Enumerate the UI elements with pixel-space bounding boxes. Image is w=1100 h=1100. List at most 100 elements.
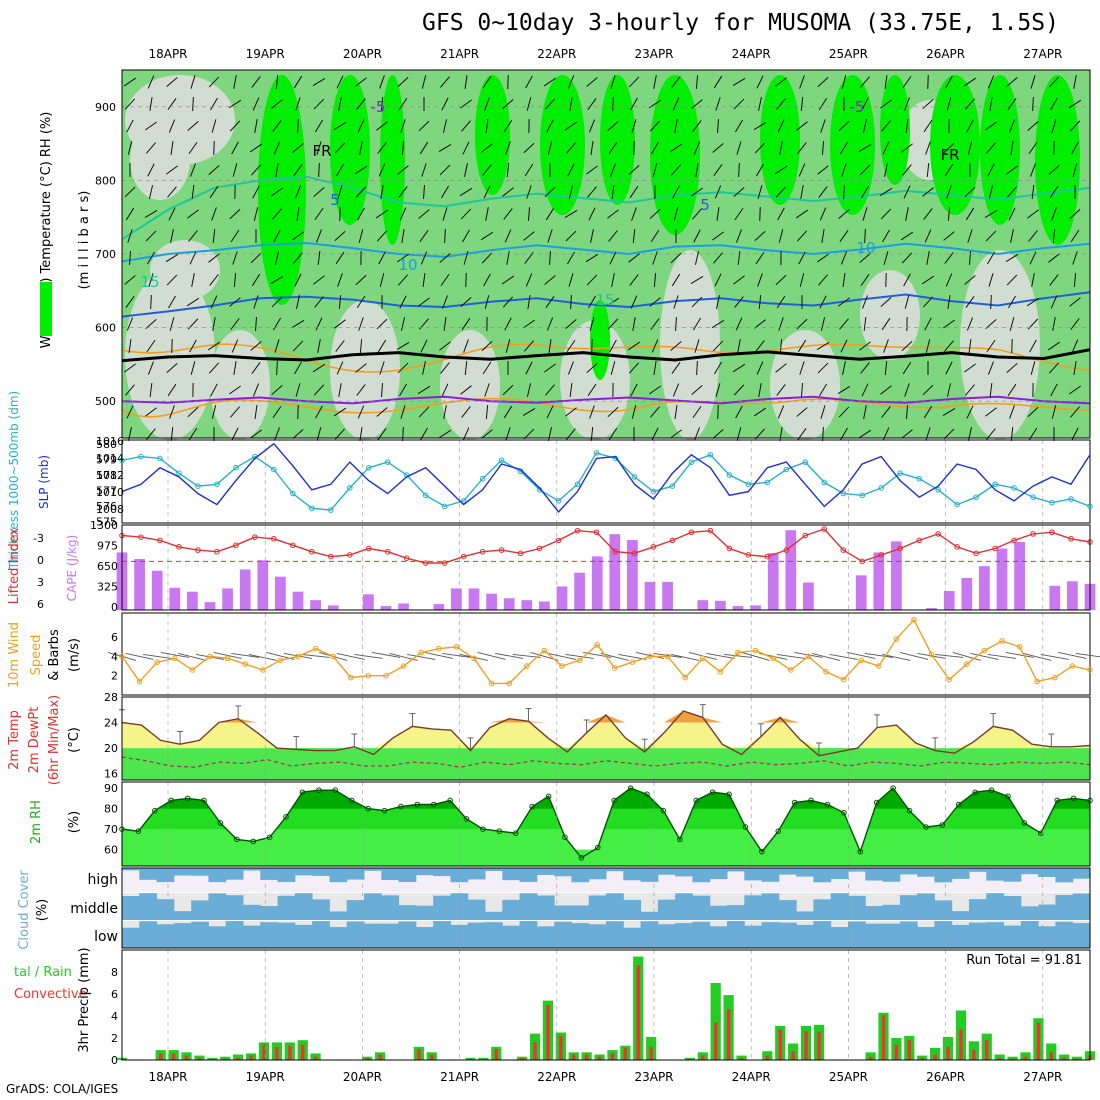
cloud-cover-bar: [122, 895, 140, 920]
lifted-index-line-point: [1068, 535, 1074, 542]
wind-barb: [568, 185, 574, 199]
wind-barb: [1028, 141, 1038, 155]
precip-conv-bar: [868, 1056, 873, 1060]
wind-barb: [838, 406, 850, 418]
cloud-cover-bar: [606, 921, 624, 948]
wind-barb: [737, 339, 741, 353]
temp-ylabel-4: (°C): [67, 727, 82, 753]
wind-barb: [672, 185, 680, 199]
surface-wind-barb: [952, 651, 981, 661]
wind-barb: [485, 404, 489, 420]
wind-barb: [313, 275, 325, 285]
temp-hot-fill: [122, 711, 1090, 723]
wind-barb: [442, 207, 448, 221]
wind-barb: [653, 75, 657, 89]
cloud-cover-bar: [415, 927, 434, 948]
wind-barb: [1027, 121, 1039, 131]
cape-tick: 1300: [90, 519, 118, 532]
wind-barb: [922, 384, 934, 396]
wind-barb: [463, 251, 469, 265]
wind-barb: [337, 273, 343, 287]
wind-barb: [418, 120, 430, 132]
wind-barb: [925, 339, 931, 353]
wind-barb: [502, 384, 514, 396]
precip-conv-bar: [726, 1009, 731, 1060]
cape-bar: [486, 593, 497, 610]
wind-barb: [271, 99, 283, 109]
wind-barb: [965, 296, 975, 308]
wind-barb: [421, 75, 427, 89]
cape-bar: [380, 606, 392, 610]
wind-barb: [124, 363, 136, 373]
thickness-line-point: [346, 485, 353, 491]
wind-barb: [649, 297, 661, 307]
wind-barb: [232, 251, 238, 265]
lifted-index-line-point: [612, 548, 619, 555]
wind-barb: [211, 207, 217, 221]
wind-barb: [421, 163, 427, 177]
wind-barb: [169, 317, 175, 331]
wind-barb: [523, 428, 535, 440]
precip-conv-bar: [933, 1054, 937, 1060]
rh2m-line-point: [332, 787, 339, 793]
wind-tick: 6: [111, 631, 118, 644]
wind-barb: [778, 317, 784, 331]
precip-conv-bar: [417, 1049, 421, 1060]
precip-total-bar: [710, 983, 721, 1060]
cloud-cover-bar: [709, 926, 728, 948]
cloud-cover-bar: [830, 868, 849, 880]
cloud-cover-bar: [225, 921, 244, 948]
wind-barb: [839, 318, 849, 330]
wind-speed-line-point: [964, 661, 970, 667]
wind-barb: [146, 339, 156, 353]
thickness-line-point: [1087, 503, 1093, 510]
cloud-cover-bar: [1038, 868, 1056, 877]
wind-barb: [462, 229, 470, 243]
precip-tick: 8: [111, 966, 118, 979]
wind-barb: [942, 407, 956, 417]
precip-conv-bar: [985, 1040, 989, 1060]
wind-barb: [818, 97, 828, 111]
wind-barb: [270, 275, 284, 285]
wind-barb: [816, 341, 830, 351]
wind-barb: [735, 405, 743, 419]
thickness-line-point: [745, 481, 752, 488]
rh-high-area: [880, 75, 910, 185]
wind-barb: [923, 208, 933, 220]
wind-barb: [484, 97, 490, 111]
wind-barb: [796, 230, 808, 242]
wind-barb: [1051, 207, 1057, 221]
thickness-line-point: [954, 501, 960, 508]
wind-barb: [671, 273, 681, 287]
wind-barb: [609, 251, 617, 265]
cloud-cover-bar: [848, 868, 866, 872]
wind-barb: [653, 361, 657, 375]
wind-barb: [377, 339, 387, 353]
cape-tick: 325: [97, 581, 118, 594]
cloud-cover-bar: [398, 905, 417, 920]
wind-barb: [357, 207, 365, 221]
cloud-cover-bar: [122, 927, 140, 948]
wind-barb: [588, 207, 596, 221]
wind-barb: [774, 165, 788, 175]
wind-barb: [145, 319, 157, 329]
wind-barb: [838, 120, 850, 132]
cape-bar: [855, 575, 867, 610]
precip-conv-bar: [791, 1051, 795, 1060]
cape-bar: [873, 552, 885, 610]
rh2m-line-point: [529, 803, 535, 810]
wind-barb: [733, 187, 745, 197]
wind-barb: [483, 273, 491, 287]
wind-barb: [629, 274, 639, 286]
wind-barb: [776, 295, 786, 309]
wind-barb: [903, 185, 911, 199]
cloud-cover-bar: [312, 899, 330, 920]
cloud-cover-bar: [329, 927, 348, 948]
wind-barb: [527, 206, 531, 222]
wind-tick: 4: [111, 650, 118, 663]
wind-barb: [270, 187, 284, 197]
precip-conv-bar: [881, 1014, 886, 1060]
wind-barb: [882, 141, 890, 155]
wind-speed-line-point: [312, 645, 319, 652]
